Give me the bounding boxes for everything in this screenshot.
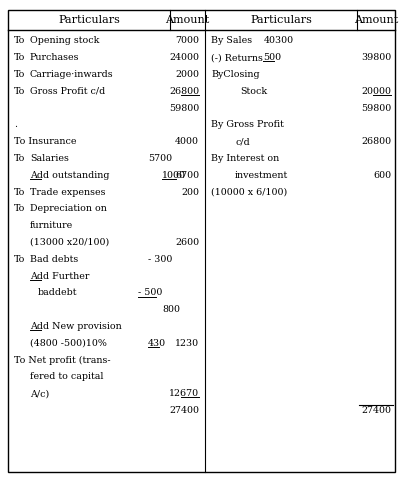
Text: Add outstanding: Add outstanding (30, 171, 110, 180)
Text: 1000: 1000 (162, 171, 186, 180)
Text: 6700: 6700 (175, 171, 199, 180)
Text: 500: 500 (263, 53, 281, 62)
Text: 430: 430 (148, 339, 166, 348)
Text: Gross Profit c/d: Gross Profit c/d (30, 87, 105, 96)
Text: Opening stock: Opening stock (30, 36, 100, 45)
Text: 39800: 39800 (361, 53, 391, 62)
Text: 40300: 40300 (264, 36, 294, 45)
Text: By Sales: By Sales (211, 36, 252, 45)
Text: 5700: 5700 (148, 154, 172, 163)
Text: To Insurance: To Insurance (14, 137, 77, 146)
Text: 27400: 27400 (169, 406, 199, 415)
Text: By Gross Profit: By Gross Profit (211, 120, 284, 129)
Text: Add New provision: Add New provision (30, 322, 122, 331)
Text: 2600: 2600 (175, 238, 199, 247)
Text: Bad debts: Bad debts (30, 255, 78, 264)
Text: ByClosing: ByClosing (211, 70, 260, 79)
Text: (4800 -500)10%: (4800 -500)10% (30, 339, 107, 348)
Text: 59800: 59800 (361, 104, 391, 113)
Text: fered to capital: fered to capital (30, 372, 104, 382)
Text: 26800: 26800 (169, 87, 199, 96)
Text: 800: 800 (162, 305, 180, 314)
Text: To Net profit (trans-: To Net profit (trans- (14, 355, 111, 365)
Text: To: To (14, 36, 25, 45)
Text: Carriage·inwards: Carriage·inwards (30, 70, 114, 79)
Text: To: To (14, 87, 25, 96)
Text: A/c): A/c) (30, 389, 49, 398)
Text: - 300: - 300 (148, 255, 172, 264)
Text: Particulars: Particulars (250, 15, 312, 25)
Text: 59800: 59800 (169, 104, 199, 113)
Text: Trade expenses: Trade expenses (30, 187, 106, 197)
Text: - 500: - 500 (138, 288, 162, 298)
Text: Salaries: Salaries (30, 154, 69, 163)
Text: 600: 600 (373, 171, 391, 180)
Text: 27400: 27400 (361, 406, 391, 415)
Text: 20000: 20000 (361, 87, 391, 96)
Text: To: To (14, 204, 25, 213)
Text: Purchases: Purchases (30, 53, 79, 62)
Text: 26800: 26800 (361, 137, 391, 146)
Text: Stock: Stock (240, 87, 267, 96)
Text: 1230: 1230 (175, 339, 199, 348)
Text: (13000 x20/100): (13000 x20/100) (30, 238, 109, 247)
Text: To: To (14, 187, 25, 197)
Text: 4000: 4000 (175, 137, 199, 146)
Text: By Interest on: By Interest on (211, 154, 279, 163)
Text: To: To (14, 154, 25, 163)
Text: (10000 x 6/100): (10000 x 6/100) (211, 187, 287, 197)
Text: To: To (14, 70, 25, 79)
Text: 24000: 24000 (169, 53, 199, 62)
Text: 7000: 7000 (175, 36, 199, 45)
Text: c/d: c/d (235, 137, 250, 146)
Text: To: To (14, 255, 25, 264)
Text: 12670: 12670 (169, 389, 199, 398)
Text: 200: 200 (181, 187, 199, 197)
Text: (-) Returns: (-) Returns (211, 53, 263, 62)
Text: baddebt: baddebt (38, 288, 77, 298)
Text: .: . (14, 120, 17, 129)
Text: Depreciation on: Depreciation on (30, 204, 107, 213)
Text: Particulars: Particulars (58, 15, 120, 25)
Text: investment: investment (235, 171, 288, 180)
Text: To: To (14, 53, 25, 62)
Text: Amount: Amount (165, 15, 210, 25)
Text: 2000: 2000 (175, 70, 199, 79)
Text: furniture: furniture (30, 221, 73, 230)
Text: Add Further: Add Further (30, 271, 89, 281)
Text: Amount: Amount (354, 15, 398, 25)
